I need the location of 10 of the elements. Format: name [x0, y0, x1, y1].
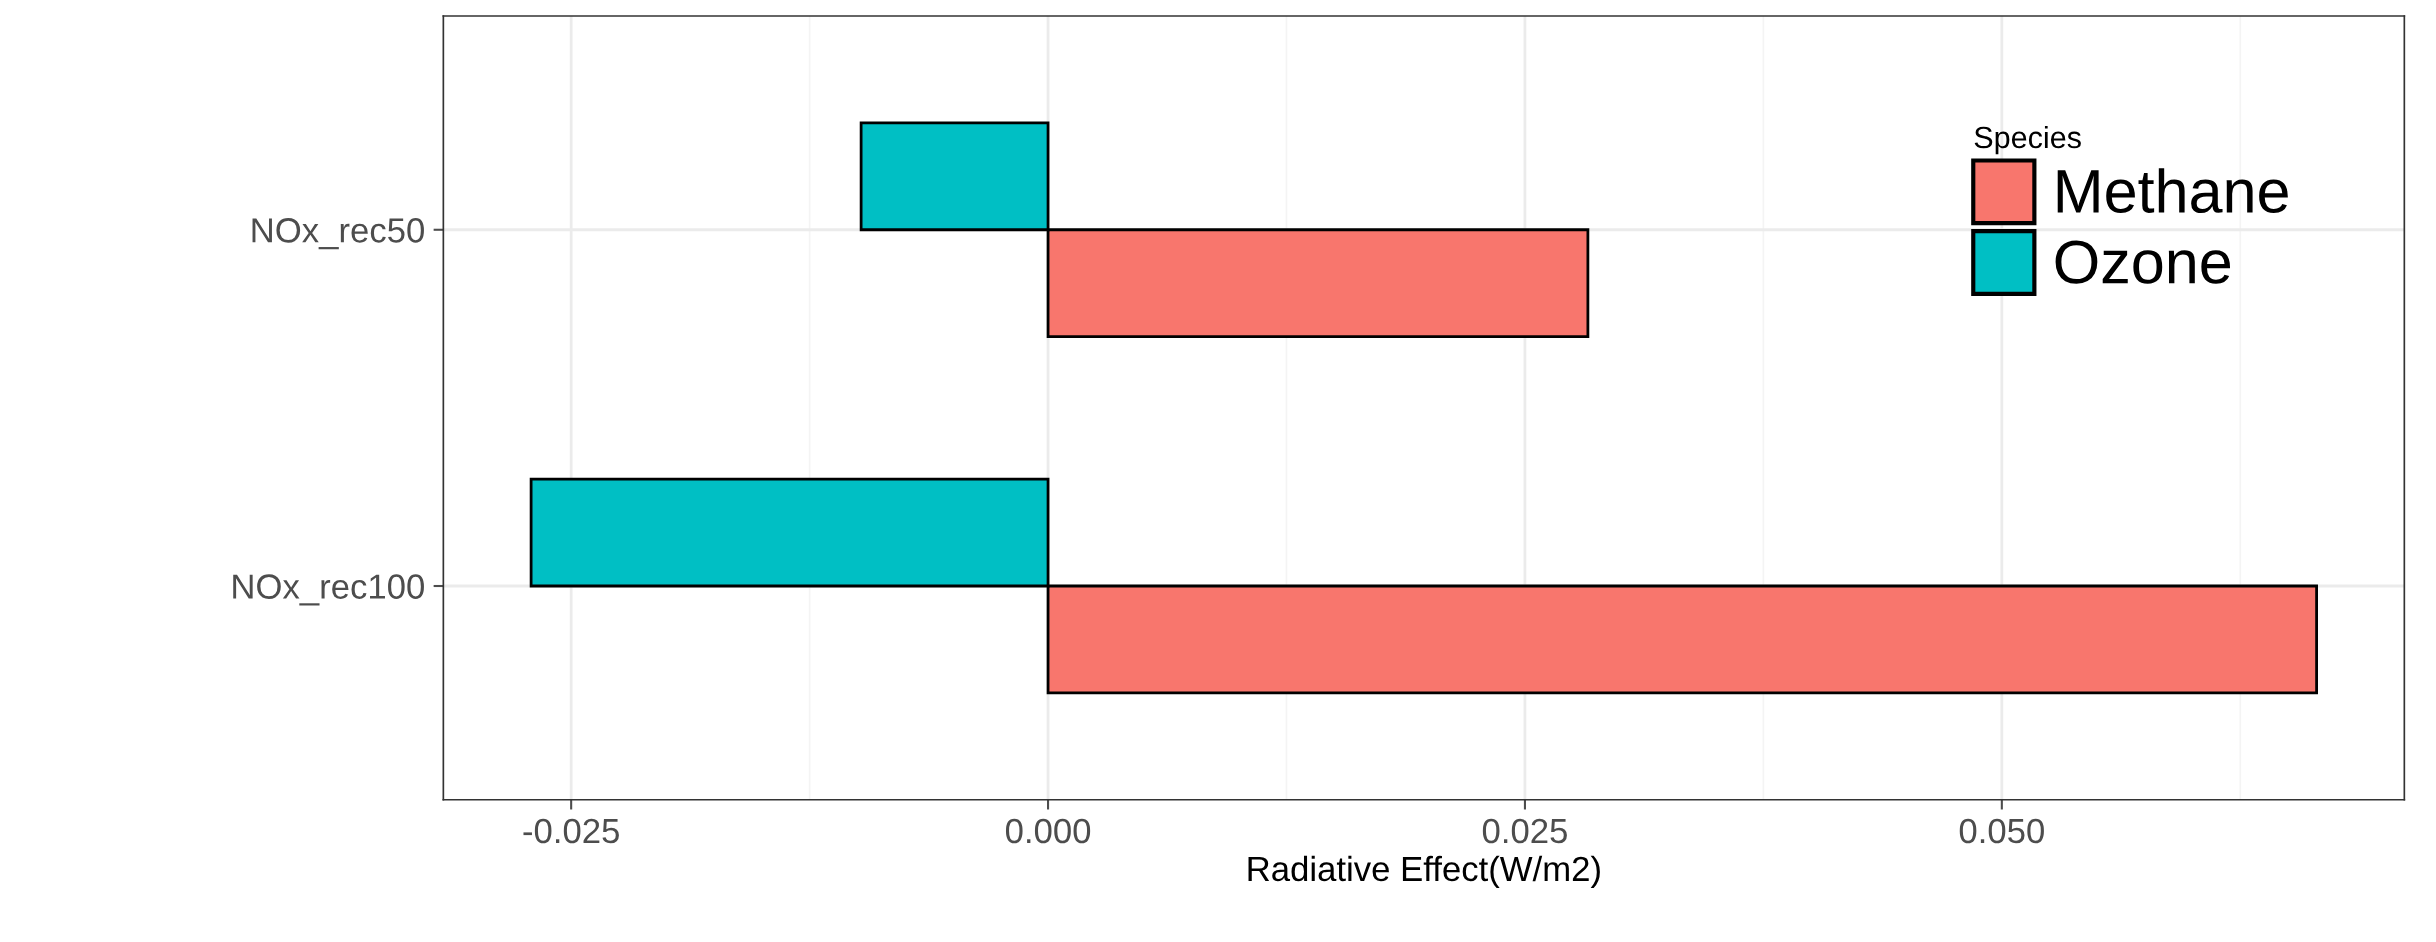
y-tick-label: NOx_rec50 — [252, 218, 424, 250]
legend-label: Methane — [2057, 168, 2288, 214]
legend-label: Ozone — [2055, 240, 2231, 284]
x-axis-title: Radiative Effect(W/m2) — [1248, 855, 1600, 889]
legend-title: Species — [1974, 125, 2081, 155]
y-tick-label: NOx_rec100 — [233, 574, 424, 606]
x-tick-label: 0.025 — [1482, 818, 1567, 844]
x-tick-label: 0.050 — [1959, 818, 2044, 844]
x-tick-label: 0.000 — [1005, 818, 1091, 844]
x-tick-label: -0.025 — [523, 818, 619, 844]
